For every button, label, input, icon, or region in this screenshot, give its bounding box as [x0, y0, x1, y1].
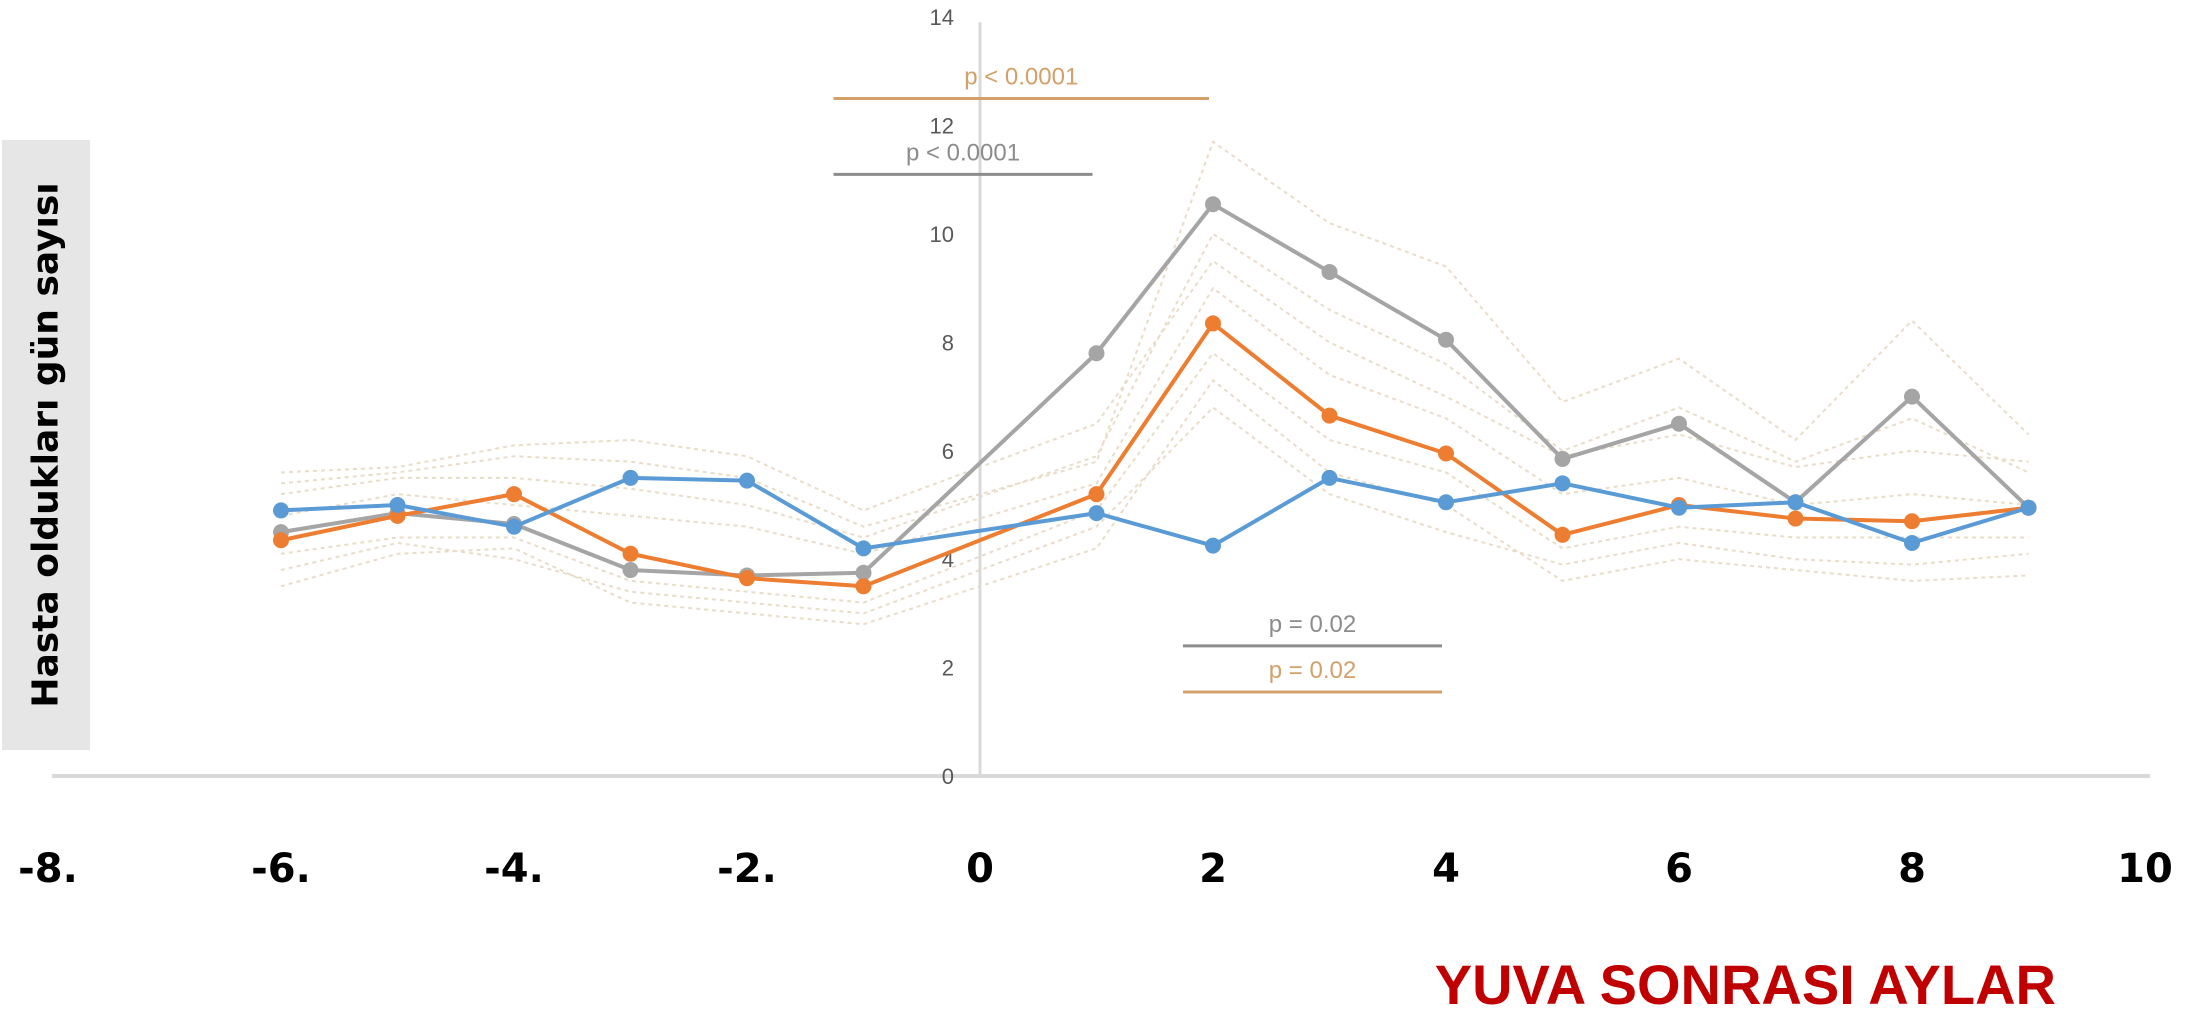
data-point	[1088, 486, 1105, 503]
x-tick-label: 2	[1199, 846, 1227, 892]
data-point	[1554, 475, 1571, 492]
y-tick-label: 6	[942, 439, 954, 464]
significance-label: p < 0.0001	[906, 139, 1020, 166]
x-tick-labels: -8. -6. -4. -2. 0 2 4 6 8 10	[18, 846, 2173, 892]
data-point	[739, 570, 755, 587]
y-tick-label: 0	[942, 764, 954, 789]
y-tick-label: 8	[942, 330, 954, 355]
data-point	[1321, 469, 1338, 486]
data-point	[1904, 513, 1920, 530]
significance-annotations: p < 0.0001 p < 0.0001 p = 0.02 p = 0.02	[833, 64, 1442, 694]
x-tick-label: 6	[1665, 846, 1693, 892]
data-point	[1438, 445, 1454, 462]
x-tick-label: 10	[2117, 846, 2173, 892]
background-line	[280, 259, 2029, 512]
data-point	[855, 540, 872, 557]
data-point	[389, 497, 406, 513]
y-tick-label: 12	[930, 114, 954, 139]
y-tick-label: 2	[942, 656, 954, 681]
background-line	[280, 140, 2030, 528]
data-point	[1904, 534, 1920, 551]
x-tick-label: 4	[1432, 846, 1460, 892]
data-point	[1088, 505, 1105, 522]
data-point	[506, 518, 522, 535]
data-point	[622, 545, 639, 562]
data-point	[1787, 510, 1804, 527]
data-point	[1438, 331, 1454, 348]
x-axis-label: YUVA SONRASI AYLAR	[1434, 953, 2056, 1016]
background-lines	[280, 140, 2030, 626]
significance-label: p < 0.0001	[964, 64, 1078, 91]
data-point	[1205, 537, 1221, 554]
x-tick-label: 0	[966, 846, 994, 892]
series-line	[280, 475, 2030, 551]
data-point	[2020, 499, 2037, 516]
data-point	[1904, 388, 1920, 405]
data-point	[622, 562, 639, 579]
axes	[52, 22, 2150, 778]
data-point	[622, 469, 639, 486]
data-point	[1554, 526, 1571, 543]
data-point	[1787, 494, 1804, 511]
x-tick-label: -2.	[717, 846, 777, 892]
data-point	[506, 486, 522, 503]
series-line	[280, 202, 2030, 578]
data-point	[1554, 450, 1571, 467]
data-point	[1205, 315, 1221, 332]
data-point	[1321, 263, 1338, 280]
data-point	[855, 578, 872, 595]
x-tick-label: -8.	[18, 846, 78, 892]
data-point	[739, 472, 755, 489]
y-axis-label-background	[2, 140, 90, 750]
x-tick-label: -4.	[484, 846, 544, 892]
x-tick-label: -6.	[251, 846, 311, 892]
data-point	[273, 502, 289, 519]
data-point	[273, 532, 289, 549]
background-line	[280, 232, 2029, 539]
data-point	[855, 564, 872, 581]
background-line	[280, 351, 2029, 604]
y-tick-label: 10	[930, 222, 954, 247]
data-point	[1438, 494, 1454, 511]
series-line	[280, 321, 2029, 589]
background-line	[280, 406, 2029, 615]
data-point	[1205, 196, 1221, 213]
data-point	[1671, 415, 1687, 432]
data-point	[1088, 345, 1105, 362]
data-point	[1321, 407, 1338, 424]
x-tick-label: 8	[1898, 846, 1926, 892]
y-axis-label: Hasta oldukları gün sayısı	[25, 182, 67, 708]
significance-label: p = 0.02	[1269, 611, 1356, 638]
data-point	[1671, 499, 1687, 516]
background-line	[280, 378, 2029, 626]
data-series	[273, 196, 2037, 595]
y-tick-label: 14	[930, 5, 954, 30]
significance-label: p = 0.02	[1269, 657, 1356, 684]
